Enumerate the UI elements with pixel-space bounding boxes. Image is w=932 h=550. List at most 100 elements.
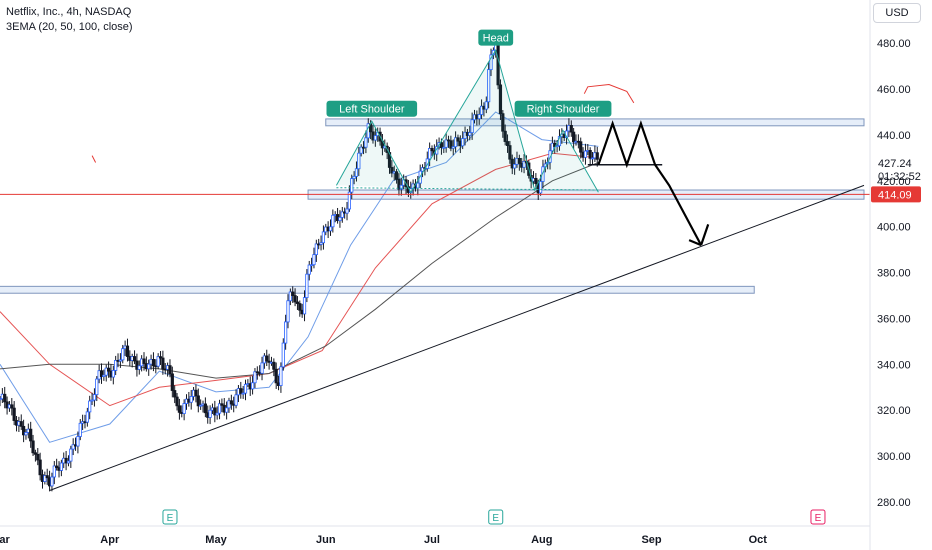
candle-body [470, 119, 474, 134]
candle-body [225, 407, 229, 413]
candle-body [24, 432, 28, 436]
earnings-marker-label-2: E [815, 513, 822, 524]
annotations-layer: Left Shoulder Head Right Shoulder [0, 29, 870, 491]
candle-body [321, 231, 326, 244]
time-tick-label: Jul [424, 534, 440, 546]
candle-body [102, 374, 106, 377]
candle-body [135, 360, 139, 370]
candle-body [175, 396, 179, 407]
candle-body [267, 360, 271, 363]
candle-body [302, 297, 307, 315]
candle-body [213, 407, 217, 416]
candle-body [106, 367, 111, 372]
zone-2 [0, 285, 755, 294]
candle-body [50, 476, 54, 487]
candle-body [217, 403, 222, 414]
candle-body [361, 146, 366, 149]
price-tick-label: 440.00 [877, 130, 911, 142]
candle-body [125, 345, 130, 357]
candle-body [314, 243, 318, 256]
candle-body [118, 359, 122, 362]
sketch-red-scribble [583, 83, 635, 104]
candle-body [272, 361, 276, 370]
candle-body [12, 407, 16, 421]
candle-body [208, 409, 212, 418]
candle-body [260, 362, 264, 374]
candle-body [196, 395, 200, 407]
candle-body [291, 291, 295, 296]
candle-body [352, 175, 356, 179]
symbol-title[interactable]: Netflix, Inc., 4h, NASDAQ [6, 6, 132, 18]
candle-body [199, 404, 203, 407]
earnings-marker-label-1: E [492, 513, 499, 524]
time-tick-label: Sep [641, 534, 661, 546]
pattern-label-1: Head [483, 33, 509, 45]
candle-body [517, 157, 521, 164]
candle-body [572, 131, 576, 143]
indicator-title[interactable]: 3EMA (20, 50, 100, close) [6, 21, 133, 33]
candle-body [161, 357, 165, 370]
candle-body [428, 148, 432, 160]
candle-body [52, 465, 56, 478]
candle-body [569, 125, 573, 133]
earnings-marker-1 [488, 509, 504, 525]
candle-body [189, 396, 193, 403]
candle-body [71, 444, 75, 450]
time-tick-label: Mar [0, 534, 10, 546]
candle-body [239, 388, 243, 394]
candle-body [588, 150, 592, 159]
candle-body [85, 411, 89, 423]
candle-body [548, 150, 552, 163]
candle-body [229, 400, 233, 405]
candle-body [347, 191, 351, 210]
candle-body [137, 365, 141, 370]
candle-body [579, 141, 583, 153]
candle-body [328, 226, 333, 232]
projection-path [597, 120, 703, 246]
candle-body [513, 163, 517, 169]
candle-body [194, 389, 198, 397]
candle-body [253, 371, 257, 384]
candle-body [420, 167, 425, 172]
candle-body [338, 216, 342, 222]
candle-body [151, 359, 156, 367]
candle-body [319, 242, 323, 245]
candle-body [33, 452, 38, 455]
price-tick-label: 460.00 [877, 84, 911, 96]
candle-body [350, 178, 354, 193]
price-axis[interactable]: 280.00 300.00 320.00 340.00 360.00 380.00 400.… [877, 38, 911, 509]
candle-body [142, 358, 146, 364]
candle-body [310, 264, 314, 267]
candle-body [503, 130, 507, 142]
ema-line-1 [0, 152, 599, 407]
candle-body [312, 254, 316, 266]
currency-button[interactable]: USD [873, 3, 921, 23]
candle-body [430, 148, 434, 152]
candle-body [293, 295, 297, 303]
candle-body [241, 392, 245, 395]
zone-0 [325, 118, 865, 127]
candle-body [29, 428, 33, 442]
price-tick-label: 280.00 [877, 497, 911, 509]
candle-body [451, 146, 455, 149]
pattern-label-2: Right Shoulder [527, 104, 600, 116]
candle-body [168, 365, 172, 375]
candle-body [36, 453, 40, 461]
candle-body [104, 367, 108, 376]
earnings-marker-label-0: E [167, 513, 174, 524]
pattern-label-bg-2 [514, 100, 612, 117]
candle-body [250, 382, 255, 390]
candle-body [114, 360, 118, 371]
candle-body [45, 475, 49, 479]
candle-body [397, 179, 401, 190]
candle-body [340, 211, 344, 218]
time-axis[interactable]: Mar Apr May Jun Jul Aug Sep Oct [0, 534, 767, 546]
candle-body [442, 146, 446, 149]
candle-body [132, 356, 137, 362]
candle-body [0, 398, 2, 401]
candle-body [522, 161, 526, 168]
pattern-label-0: Left Shoulder [339, 104, 405, 116]
candle-body [76, 436, 80, 447]
price-tick-label: 480.00 [877, 38, 911, 50]
